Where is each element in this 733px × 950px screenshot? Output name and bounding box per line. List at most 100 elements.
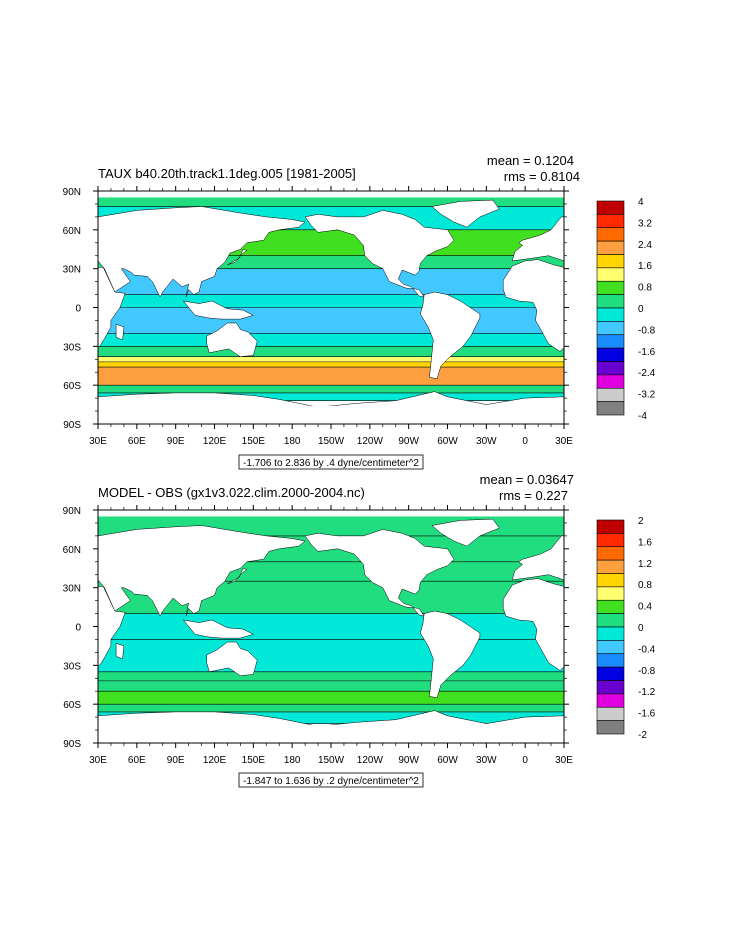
colorbar-swatch [596,240,625,255]
field-band [98,691,564,705]
lon-tick-label: 30E [89,436,107,447]
colorbar-swatch [596,347,625,362]
colorbar-label: 0.8 [638,283,652,294]
colorbar-label: 1.6 [638,537,652,548]
landmass [304,529,455,617]
colorbar-swatch [596,294,625,309]
range-box [238,454,424,470]
range-box [238,772,424,788]
landmass [511,535,565,581]
landmass [97,206,306,298]
panel-taux: TAUX b40.20th.track1.1deg.005 [1981-2005… [63,153,656,470]
panel-model-minus-obs: MODEL - OBS (gx1v3.022.clim.2000-2004.nc… [63,472,656,788]
colorbar-label: -2.4 [638,368,656,379]
lon-tick-label: 120E [203,755,227,766]
lat-tick-label: 90S [63,739,81,750]
landmass [97,586,126,668]
field-band [98,385,564,393]
colorbar-swatch [596,626,625,641]
panel-title: MODEL - OBS (gx1v3.022.clim.2000-2004.nc… [98,485,365,500]
land-mask [97,191,565,425]
colorbar-swatch [596,680,625,695]
landmass [420,291,481,379]
colorbar-swatch [596,307,625,322]
field-band [98,356,564,362]
landmass [206,641,258,676]
colorbar-label: 0.4 [638,602,652,613]
field-band [98,294,564,308]
landmass [431,199,500,228]
colorbar-label: 0 [638,304,644,315]
colorbar-swatch [596,401,625,416]
colorbar: 2 1.6 1.2 0.8 0.4 0 -0.4 -0.8 -1.2 -1.6 -2 [596,516,656,741]
lon-tick-label: 60W [437,436,458,447]
lat-tick-label: 90N [63,506,81,517]
colorbar-swatch [596,387,625,402]
field-band [98,346,564,357]
colorbar-swatch [596,254,625,269]
lon-tick-label: 60E [128,755,146,766]
colorbar-swatch [596,666,625,681]
lon-tick-label: 30W [476,755,497,766]
colorbar-swatch [596,227,625,242]
field-band [98,392,564,401]
colorbar-swatch [596,361,625,376]
lon-tick-label: 150E [242,755,266,766]
colorbar-label: 2.4 [638,240,652,251]
colorbar-swatch [596,653,625,668]
field-band [98,361,564,368]
colorbar-swatch [596,214,625,229]
colorbar-label: 4 [638,197,644,208]
map-ticks: 30E 60E 90E 120E 150E 180 150W 120W 90W 60W 30W 0 30… [63,186,573,447]
colorbar-label: 1.2 [638,559,652,570]
landmass [431,518,500,547]
lat-tick-label: 60S [63,381,81,392]
landmass [511,216,565,262]
no-data-region [98,405,564,424]
landmass [304,210,455,298]
colorbar-swatch [596,586,625,601]
lon-tick-label: 0 [522,436,528,447]
colorbar-label: 1.6 [638,261,652,272]
lon-tick-label: 120W [357,755,384,766]
lon-tick-label: 180 [284,755,301,766]
lon-tick-label: 90W [398,436,419,447]
landmass [227,248,248,266]
colorbar-label: -0.8 [638,325,656,336]
colorbar-label: -1.6 [638,347,656,358]
lat-tick-label: 30N [63,265,81,276]
lon-tick-label: 120E [203,436,227,447]
colorbar-swatch [596,519,625,534]
colorbar-label: -2 [638,730,647,741]
land-mask [97,510,565,744]
colorbar-label: -4 [638,411,647,422]
lat-tick-label: 60N [63,226,81,237]
no-data-region [98,510,564,517]
colorbar-label: -1.6 [638,709,656,720]
colorbar-swatch [596,334,625,349]
lon-tick-label: 0 [522,755,528,766]
panel-title: TAUX b40.20th.track1.1deg.005 [1981-2005… [98,166,356,181]
mean-label: mean = 0.03647 [480,472,574,487]
field-band [98,671,564,681]
landmass [97,267,126,349]
lon-tick-label: 60E [128,436,146,447]
lon-tick-label: 30E [555,436,573,447]
colorbar-swatch [596,573,625,588]
colorbar-label: 2 [638,516,644,527]
colorbar-swatch [596,693,625,708]
lat-tick-label: 30S [63,342,81,353]
colorbar-swatch [596,706,625,721]
landmass [502,578,565,671]
field-band [98,367,564,386]
range-label: -1.847 to 1.636 by .2 dyne/centimeter^2 [243,776,419,787]
lat-tick-label: 30S [63,661,81,672]
field-band [98,680,564,692]
colorbar-label: 3.2 [638,218,652,229]
field-band [98,307,564,334]
field-band [98,711,564,724]
colorbar-swatch [596,321,625,336]
lon-tick-label: 180 [284,436,301,447]
lon-tick-label: 60W [437,755,458,766]
